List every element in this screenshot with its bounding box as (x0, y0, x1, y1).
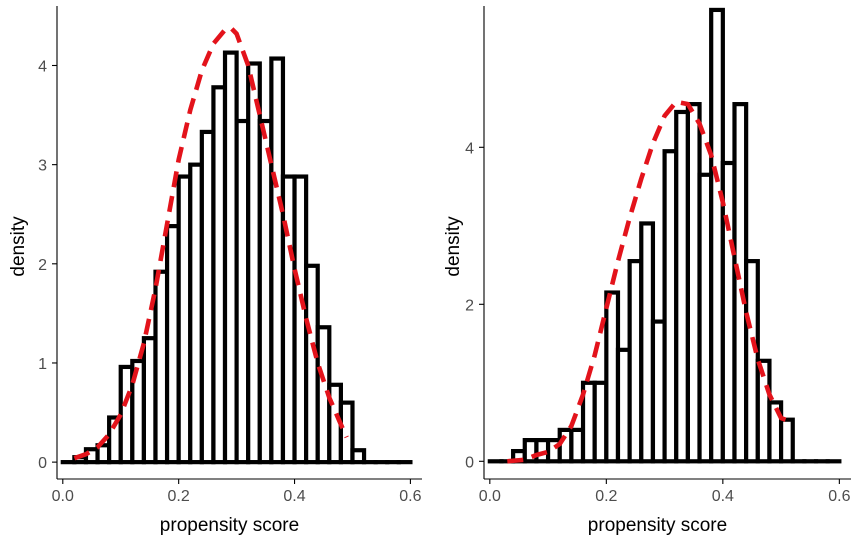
histogram-bar (350, 448, 367, 465)
y-tick-label: 4 (38, 58, 47, 75)
y-tick-label: 1 (38, 356, 47, 373)
y-axis-title: density (443, 216, 464, 277)
y-axis-title: density (8, 216, 29, 277)
density-curve (73, 25, 349, 461)
x-tick-label: 0.4 (283, 488, 305, 505)
histogram-bar (778, 417, 795, 464)
y-tick-label: 0 (465, 454, 474, 471)
x-tick-label: 0.0 (52, 488, 74, 505)
y-tick-label: 0 (38, 455, 47, 472)
x-tick-label: 0.4 (712, 488, 734, 505)
y-tick-label: 2 (38, 257, 47, 274)
x-tick-label: 0.2 (168, 488, 190, 505)
chart-panel-1: 0.0 0.2 0.4 0.6 0 1 2 3 4 propensity score density (8, 6, 422, 535)
chart-panel-2: 0.0 0.2 0.4 0.6 0 2 4 propensity score density (443, 6, 851, 535)
histogram-bars (60, 50, 413, 465)
x-axis-title: propensity score (160, 515, 299, 535)
histogram-bars (487, 7, 842, 464)
y-tick-label: 4 (465, 140, 474, 157)
density-curve (507, 99, 794, 464)
histogram-bar (338, 400, 355, 465)
y-tick-label: 3 (38, 158, 47, 175)
x-tick-label: 0.6 (828, 488, 850, 505)
x-tick-label: 0.6 (399, 488, 421, 505)
x-tick-label: 0.2 (595, 488, 617, 505)
x-tick-label: 0.0 (479, 488, 501, 505)
y-tick-label: 2 (465, 297, 474, 314)
x-axis-title: propensity score (588, 515, 727, 535)
